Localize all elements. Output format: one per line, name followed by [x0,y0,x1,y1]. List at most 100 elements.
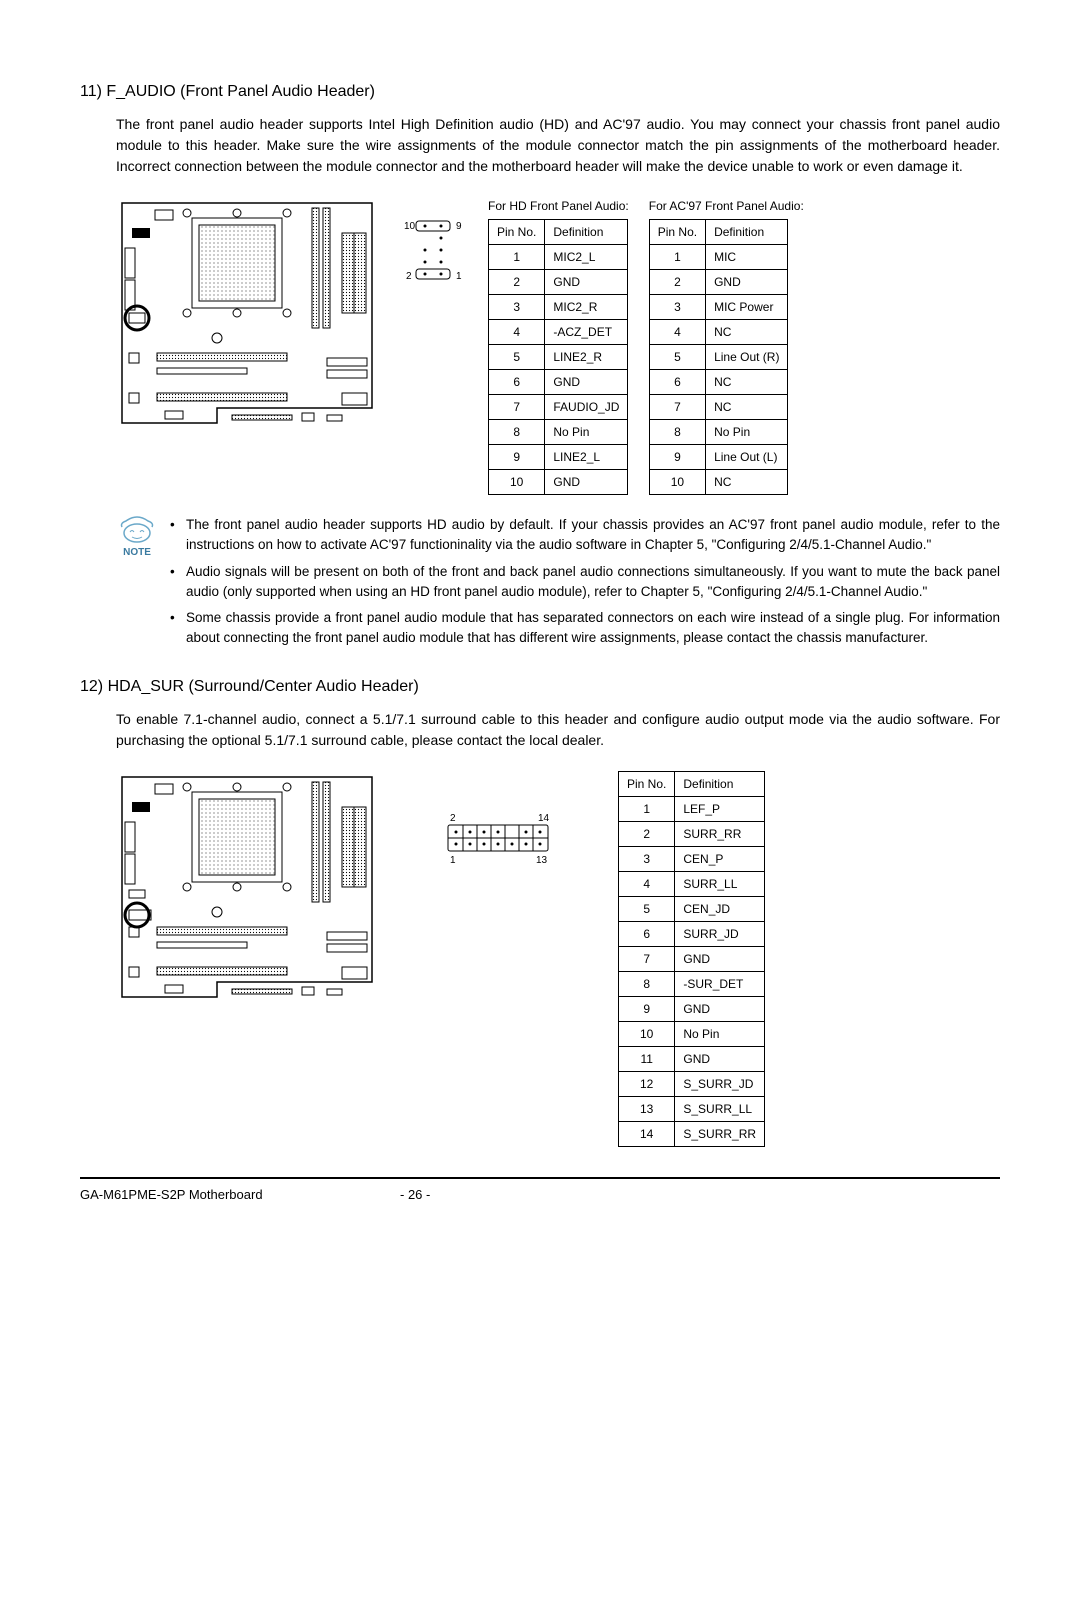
table-row: 11GND [619,1046,765,1071]
def-cell: NC [706,320,788,345]
def-cell: GND [675,996,765,1021]
pin-cell: 7 [489,395,545,420]
pin-cell: 4 [649,320,705,345]
pin-label-10: 10 [404,221,416,232]
table-row: 1MIC2_L [489,245,628,270]
table-row: 14S_SURR_RR [619,1121,765,1146]
pin-cell: 9 [489,445,545,470]
pin-cell: 4 [489,320,545,345]
table-row: 6GND [489,370,628,395]
pin-cell: 6 [649,370,705,395]
pin-label-1: 1 [456,271,462,282]
def-cell: LINE2_R [545,345,628,370]
pin-cell: 8 [649,420,705,445]
table-row: 2GND [649,270,788,295]
pin-cell: 7 [649,395,705,420]
section-11-content: 10 9 2 1 For HD Front Panel Audio: Pin N… [116,197,1000,495]
def-cell: -SUR_DET [675,971,765,996]
def-cell: -ACZ_DET [545,320,628,345]
pin-cell: 8 [619,971,675,996]
table-row: 3MIC2_R [489,295,628,320]
pin-cell: 12 [619,1071,675,1096]
pin-cell: 11 [619,1046,675,1071]
def-cell: SURR_JD [675,921,765,946]
pin-cell: 4 [619,871,675,896]
def-cell: S_SURR_RR [675,1121,765,1146]
def-cell: MIC2_L [545,245,628,270]
table-row: 5Line Out (R) [649,345,788,370]
table-row: 8-SUR_DET [619,971,765,996]
table-row: 10NC [649,470,788,495]
svg-text:1: 1 [450,855,456,866]
def-cell: GND [706,270,788,295]
svg-text:14: 14 [538,813,550,824]
def-cell: CEN_JD [675,896,765,921]
table-row: 6NC [649,370,788,395]
note-item: Audio signals will be present on both of… [170,562,1000,603]
def-cell: GND [545,270,628,295]
table-row: 12S_SURR_JD [619,1071,765,1096]
table-row: 7FAUDIO_JD [489,395,628,420]
table-row: 4NC [649,320,788,345]
pin-cell: 5 [489,345,545,370]
pin-cell: 7 [619,946,675,971]
section-12-body: To enable 7.1-channel audio, connect a 5… [116,709,1000,751]
hd-caption: For HD Front Panel Audio: [488,197,629,215]
table-row: 5CEN_JD [619,896,765,921]
def-cell: NC [706,470,788,495]
pin-cell: 3 [649,295,705,320]
note-list: The front panel audio header supports HD… [170,515,1000,655]
page-footer: GA-M61PME-S2P Motherboard - 26 - [80,1177,1000,1205]
table-row: 9LINE2_L [489,445,628,470]
col-def: Definition [545,220,628,245]
table-row: 4-ACZ_DET [489,320,628,345]
table-row: 5LINE2_R [489,345,628,370]
pin-cell: 13 [619,1096,675,1121]
pin-cell: 3 [619,846,675,871]
pin-cell: 2 [619,821,675,846]
pin-cell: 5 [619,896,675,921]
ac97-caption: For AC'97 Front Panel Audio: [649,197,804,215]
note-label: NOTE [123,547,151,558]
table-row: 7NC [649,395,788,420]
def-cell: CEN_P [675,846,765,871]
pin-cell: 10 [649,470,705,495]
note-item: Some chassis provide a front panel audio… [170,608,1000,649]
table-row: 9Line Out (L) [649,445,788,470]
pin-cell: 1 [619,796,675,821]
table-row: 9GND [619,996,765,1021]
table-row: 2SURR_RR [619,821,765,846]
pin-cell: 6 [619,921,675,946]
section-12-content: 2 14 1 13 Pin No.Definition 1LEF_P2SURR_… [116,771,1000,1147]
def-cell: LINE2_L [545,445,628,470]
pin-cell: 9 [649,445,705,470]
def-cell: Line Out (L) [706,445,788,470]
table-row: 4SURR_LL [619,871,765,896]
motherboard-diagram-12 [116,771,378,1003]
def-cell: SURR_RR [675,821,765,846]
def-cell: MIC2_R [545,295,628,320]
table-row: 8No Pin [649,420,788,445]
note-block: NOTE The front panel audio header suppor… [116,515,1000,655]
pin-label-2: 2 [406,271,412,282]
def-cell: Line Out (R) [706,345,788,370]
section-12-heading: 12) HDA_SUR (Surround/Center Audio Heade… [80,675,1000,699]
section-11-tables: For HD Front Panel Audio: Pin No.Definit… [488,197,804,495]
ac97-table: Pin No.Definition 1MIC2GND3MIC Power4NC5… [649,219,789,495]
def-cell: GND [545,370,628,395]
def-cell: SURR_LL [675,871,765,896]
def-cell: No Pin [545,420,628,445]
col-def: Definition [675,771,765,796]
table-row: 3CEN_P [619,846,765,871]
pin-diagram-7x2: 2 14 1 13 [438,811,558,877]
table-row: 3MIC Power [649,295,788,320]
def-cell: GND [545,470,628,495]
section-11-heading: 11) F_AUDIO (Front Panel Audio Header) [80,80,1000,104]
note-icon: NOTE [116,515,158,655]
col-pin: Pin No. [489,220,545,245]
pin-cell: 3 [489,295,545,320]
table-row: 1LEF_P [619,796,765,821]
footer-page: - 26 - [400,1185,430,1205]
def-cell: S_SURR_LL [675,1096,765,1121]
table-row: 13S_SURR_LL [619,1096,765,1121]
